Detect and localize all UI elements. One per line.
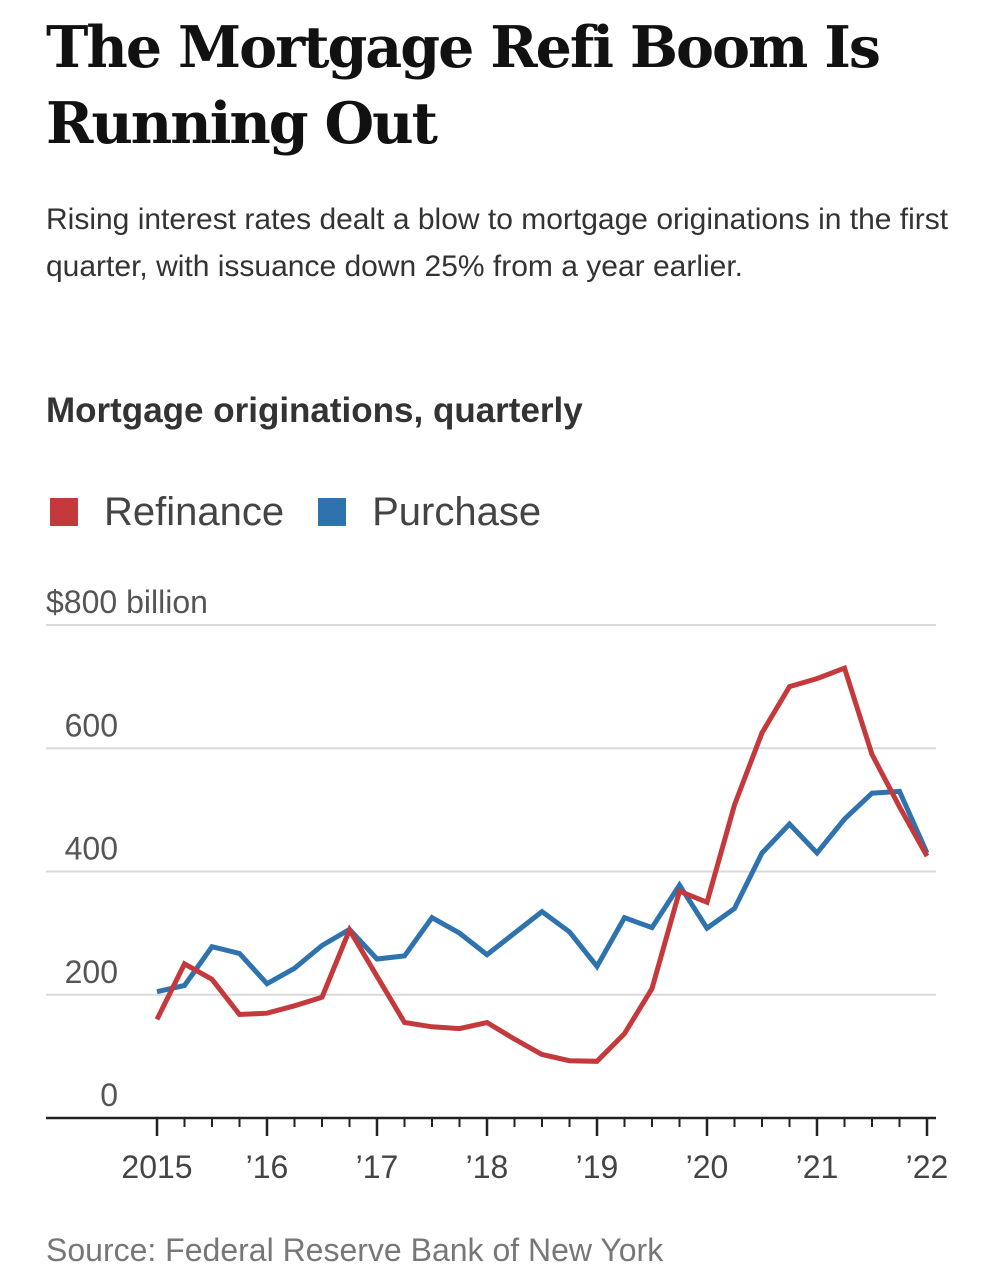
legend-swatch-purchase [318, 498, 347, 526]
y-tick-label: 600 [65, 707, 118, 743]
x-axis [46, 1116, 936, 1136]
x-tick-label: ’20 [686, 1149, 729, 1185]
y-tick-label: 400 [65, 831, 118, 867]
x-tick-label: 2015 [121, 1149, 192, 1185]
y-tick-label: $800 billion [46, 584, 208, 620]
grid-layer [46, 624, 936, 996]
dek: Rising interest rates dealt a blow to mo… [46, 203, 949, 283]
x-tick-label: ’16 [246, 1149, 289, 1185]
chart-title: Mortgage originations, quarterly [46, 391, 583, 430]
tick-labels: 0 200 400 600 $800 billion 2015 ’16 ’17 ’18 ’19 ’2… [46, 584, 948, 1185]
source-note: Source: Federal Reserve Bank of New York [46, 1232, 664, 1268]
legend-label-purchase: Purchase [372, 489, 542, 534]
x-tick-label: ’19 [576, 1149, 619, 1185]
series-line-refinance [154, 664, 930, 1064]
chart-legend: Refinance Purchase [50, 484, 575, 540]
series-layer [154, 664, 930, 1064]
legend-swatch-refinance [50, 498, 78, 526]
x-tick-label: ’17 [356, 1149, 399, 1185]
headline: The Mortgage Refi Boom Is Running Out [46, 14, 881, 157]
x-tick-label: ’18 [466, 1149, 509, 1185]
legend-item-refinance: Refinance [50, 490, 284, 535]
line-chart: 0 200 400 600 $800 billion 2015 ’16 ’17 ’18 ’19 ’2… [46, 584, 948, 1185]
x-tick-label: ’21 [796, 1149, 839, 1185]
series-line-purchase [156, 788, 930, 995]
y-tick-label: 0 [100, 1077, 118, 1113]
legend-label-refinance: Refinance [104, 489, 285, 534]
legend-item-purchase: Purchase [318, 490, 541, 535]
x-tick-label: ’22 [906, 1149, 949, 1185]
y-tick-label: 200 [65, 954, 118, 990]
